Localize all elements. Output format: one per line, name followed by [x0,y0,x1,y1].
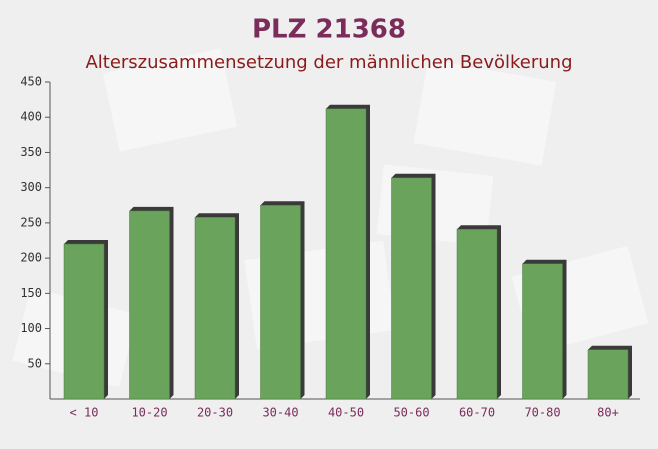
y-tick-label: 200 [20,251,42,265]
x-tick-label: 10-20 [131,406,167,420]
y-tick-label: 50 [28,356,42,370]
bar [63,243,105,400]
y-tick-label: 100 [20,321,42,335]
bar [129,210,170,400]
x-tick-label: 50-60 [393,406,429,420]
x-tick-label: 20-30 [197,406,233,420]
x-tick-label: < 10 [70,406,99,420]
y-tick-label: 150 [20,286,42,300]
x-tick-label: 30-40 [262,406,298,420]
y-tick-label: 400 [20,110,42,124]
y-tick-label: 300 [20,180,42,194]
y-tick-label: 250 [20,215,42,229]
x-tick-label: 70-80 [524,406,560,420]
y-tick-label: 450 [20,75,42,89]
chart-subtitle: Alterszusammensetzung der männlichen Bev… [85,52,572,73]
bar [391,177,432,400]
bar [194,217,236,400]
bar [587,349,629,400]
chart-title: PLZ 21368 [252,15,406,45]
x-tick-label: 40-50 [328,406,364,420]
bar [522,263,563,400]
x-tick-label: 80+ [597,406,619,420]
bar [456,228,498,400]
x-tick-label: 60-70 [459,406,495,420]
bar [260,205,301,400]
bar [325,108,367,400]
y-tick-label: 350 [20,145,42,159]
